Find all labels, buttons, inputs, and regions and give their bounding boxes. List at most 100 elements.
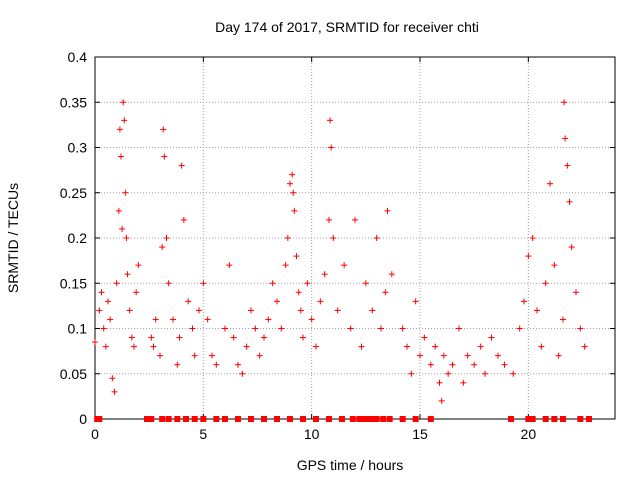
data-point [529, 235, 536, 241]
data-point [382, 289, 389, 296]
gap-marker [261, 416, 267, 422]
data-point [538, 343, 545, 350]
data-point [369, 307, 376, 314]
y-tick-label: 0.1 [68, 321, 88, 337]
data-point [100, 325, 107, 332]
data-point [560, 316, 566, 323]
data-point [501, 361, 508, 368]
x-axis-label: GPS time / hours [297, 457, 404, 473]
gap-marker [542, 416, 549, 422]
data-point [555, 352, 562, 359]
data-point [111, 388, 118, 395]
data-point [180, 216, 187, 223]
gap-marker [174, 416, 181, 422]
gap-marker [356, 416, 363, 422]
data-point [122, 189, 129, 196]
gap-marker [144, 416, 150, 422]
gap-marker [386, 416, 393, 422]
gap-marker [586, 416, 592, 422]
data-point [150, 343, 157, 350]
data-point [235, 361, 241, 368]
data-point [209, 352, 215, 359]
data-point [304, 280, 311, 287]
data-point [362, 280, 369, 287]
data-point [278, 325, 285, 332]
axis-ticks: 0 5 10 15 20 0 0.05 0.1 0.15 0.2 0.25 0.3 0.35 0.4 [60, 49, 615, 442]
gap-marker [508, 416, 514, 422]
data-point [287, 180, 293, 187]
data-point [373, 235, 380, 241]
data-point [290, 189, 297, 196]
y-tick-label: 0 [79, 411, 87, 427]
gap-marker [349, 416, 356, 422]
data-point [131, 343, 137, 350]
data-point [230, 334, 237, 341]
data-point [432, 343, 439, 350]
data-point [577, 325, 584, 332]
data-point [196, 307, 202, 314]
gap-marker [551, 416, 558, 422]
data-point [516, 325, 523, 332]
data-point [488, 334, 495, 341]
data-point [121, 117, 128, 124]
gap-marker [183, 416, 189, 422]
data-point [440, 352, 447, 359]
data-point [135, 262, 142, 269]
data-point [412, 298, 419, 305]
data-point [239, 370, 246, 377]
data-point [477, 343, 484, 350]
data-point [547, 180, 553, 187]
data-point [109, 375, 116, 382]
data-point [328, 144, 335, 151]
data-point [105, 298, 111, 305]
data-point [421, 334, 428, 341]
data-point [341, 262, 348, 269]
data-point [330, 235, 337, 241]
data-point [107, 316, 114, 323]
data-point [562, 135, 569, 142]
data-point [521, 298, 527, 305]
gap-marker [399, 416, 406, 422]
data-point [282, 262, 289, 269]
gap-marker [165, 416, 172, 422]
data-point [148, 334, 155, 341]
gap-marker [148, 416, 155, 422]
data-point [378, 325, 384, 332]
data-point [289, 171, 296, 178]
data-point [326, 216, 332, 223]
data-point [525, 253, 532, 260]
y-tick-label: 0.3 [68, 140, 88, 156]
data-point [573, 289, 579, 296]
data-point [165, 280, 172, 287]
x-tick-label: 15 [412, 426, 428, 442]
data-point [542, 280, 549, 287]
data-point [471, 361, 478, 368]
data-point [564, 162, 571, 169]
gap-marker [412, 416, 419, 422]
data-point [170, 316, 176, 323]
data-point [98, 289, 105, 296]
data-point [133, 289, 140, 296]
gap-marker [159, 416, 166, 422]
data-point [115, 207, 122, 214]
data-point [161, 153, 168, 160]
data-point [427, 361, 434, 368]
gap-marker [235, 416, 241, 422]
y-tick-label: 0.2 [68, 230, 88, 246]
data-point [222, 325, 228, 332]
y-tick-label: 0.4 [68, 49, 88, 65]
data-point [178, 162, 185, 169]
data-point [269, 280, 276, 287]
data-point [163, 235, 170, 241]
gap-marker [96, 416, 103, 422]
gap-marker [339, 416, 345, 422]
x-tick-label: 20 [521, 426, 537, 442]
data-point [191, 352, 198, 359]
gap-marker [274, 416, 280, 422]
data-point [436, 379, 443, 386]
data-point [300, 334, 306, 341]
data-point [213, 361, 220, 368]
data-point [200, 280, 207, 287]
data-point [189, 325, 196, 332]
